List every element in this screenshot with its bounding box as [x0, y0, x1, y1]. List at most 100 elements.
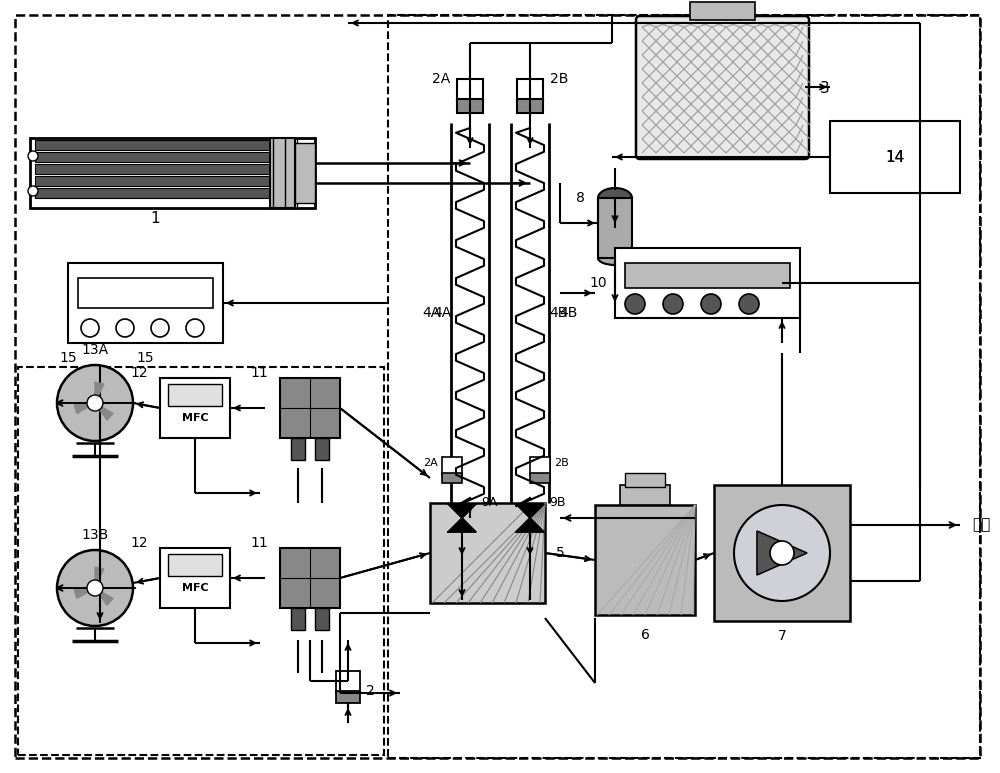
Text: 5: 5 [556, 546, 564, 560]
Bar [620, 485, 670, 505]
Text: 11: 11 [250, 366, 268, 380]
Text: 2B: 2B [550, 72, 568, 86]
Bar [830, 121, 960, 193]
Text: 13A: 13A [81, 343, 109, 357]
Bar [442, 473, 462, 483]
Bar [18, 367, 384, 755]
Text: 14: 14 [885, 149, 905, 165]
Text: 8: 8 [576, 191, 585, 205]
Text: 6: 6 [641, 628, 649, 642]
Polygon shape [448, 518, 476, 532]
Text: 4A: 4A [433, 306, 451, 320]
Circle shape [57, 365, 133, 441]
Text: 9A: 9A [481, 495, 497, 509]
Circle shape [87, 580, 103, 596]
Bar [295, 143, 315, 203]
Bar [530, 473, 550, 483]
Bar [35, 164, 270, 174]
Bar [457, 79, 483, 101]
Ellipse shape [598, 188, 632, 208]
Text: 10: 10 [589, 276, 607, 290]
Bar [714, 485, 850, 621]
Text: 12: 12 [130, 366, 148, 380]
Circle shape [116, 319, 134, 337]
Text: 2: 2 [366, 684, 375, 698]
Circle shape [186, 319, 204, 337]
Bar [160, 378, 230, 438]
Bar [457, 99, 483, 113]
Bar [315, 608, 329, 630]
Circle shape [625, 294, 645, 314]
Bar [442, 457, 462, 475]
Circle shape [28, 186, 38, 196]
Bar [315, 438, 329, 460]
Text: 2A: 2A [423, 458, 438, 468]
Text: 4A: 4A [422, 306, 440, 320]
Text: 11: 11 [250, 536, 268, 550]
Circle shape [151, 319, 169, 337]
Bar [595, 505, 695, 615]
Bar [517, 79, 543, 101]
Bar [625, 263, 790, 288]
Text: 14: 14 [885, 149, 905, 165]
Circle shape [770, 541, 794, 565]
Bar [68, 263, 223, 343]
Circle shape [28, 151, 38, 161]
Polygon shape [448, 504, 476, 518]
Bar [280, 378, 340, 438]
Bar [388, 15, 980, 758]
Bar [35, 140, 270, 150]
Text: 1: 1 [150, 210, 160, 226]
Circle shape [734, 505, 830, 601]
Circle shape [739, 294, 759, 314]
Bar [430, 503, 545, 603]
Text: 7: 7 [778, 629, 786, 643]
Text: 12: 12 [130, 536, 148, 550]
Circle shape [663, 294, 683, 314]
Circle shape [57, 550, 133, 626]
Bar [336, 671, 360, 693]
Bar [291, 608, 305, 630]
Bar [160, 548, 230, 608]
Text: 15: 15 [59, 351, 77, 365]
Circle shape [87, 395, 103, 411]
Polygon shape [95, 403, 113, 420]
Bar [598, 198, 632, 258]
Bar [517, 99, 543, 113]
Bar [35, 188, 270, 198]
Polygon shape [95, 588, 113, 605]
Text: 13B: 13B [81, 528, 109, 542]
Circle shape [81, 319, 99, 337]
Text: 9B: 9B [549, 495, 566, 509]
Text: 3: 3 [820, 80, 830, 96]
Text: MFC: MFC [182, 413, 208, 423]
Text: MFC: MFC [182, 583, 208, 593]
Polygon shape [95, 382, 104, 403]
Polygon shape [757, 531, 807, 575]
Bar [336, 691, 360, 703]
Bar [270, 138, 295, 208]
Bar [625, 473, 665, 487]
Bar [615, 248, 800, 318]
Bar [168, 384, 222, 406]
Polygon shape [757, 531, 807, 575]
Bar [30, 138, 315, 208]
Text: 2A: 2A [432, 72, 450, 86]
Bar [35, 152, 270, 162]
Bar [78, 278, 213, 308]
Text: 4B: 4B [549, 306, 567, 320]
Bar [690, 2, 755, 20]
Polygon shape [95, 567, 104, 588]
Polygon shape [516, 518, 544, 532]
Ellipse shape [598, 251, 632, 265]
Polygon shape [516, 504, 544, 518]
Polygon shape [74, 403, 95, 414]
Bar [530, 457, 550, 475]
FancyBboxPatch shape [636, 16, 809, 159]
Bar [35, 176, 270, 186]
Text: 4B: 4B [560, 306, 578, 320]
Text: 废液: 废液 [972, 517, 990, 533]
Bar [280, 548, 340, 608]
Bar [168, 554, 222, 576]
Text: 2B: 2B [554, 458, 569, 468]
